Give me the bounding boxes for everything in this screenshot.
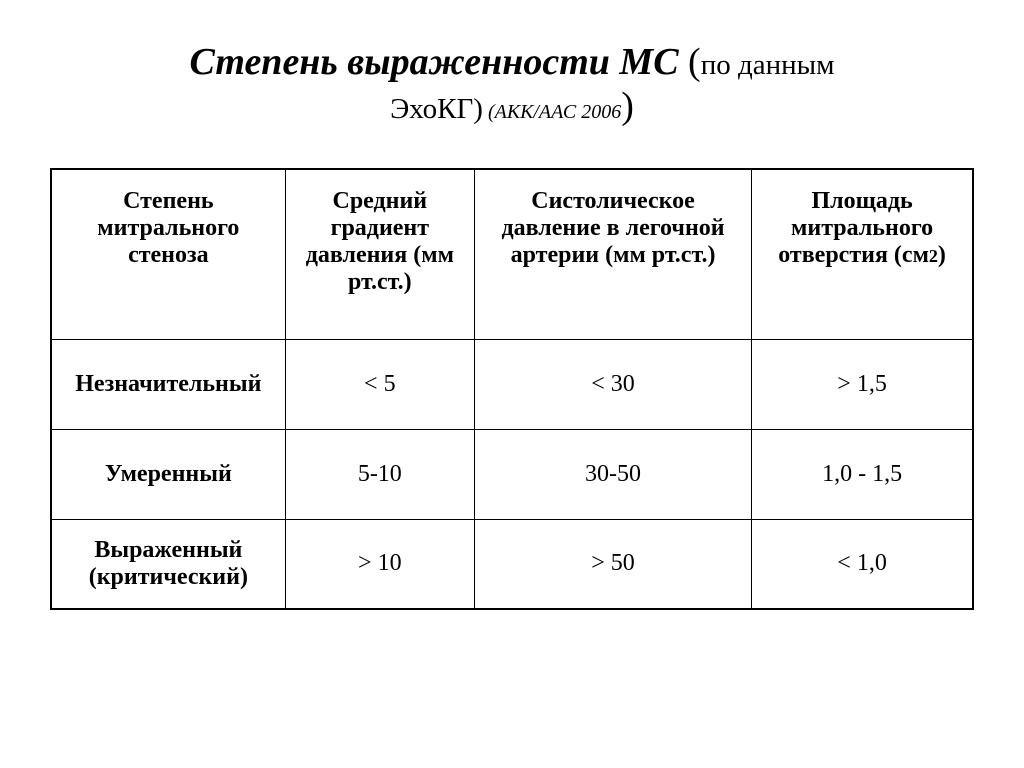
title-main: Степень выраженности МС <box>190 41 679 83</box>
title-paren-open: ( <box>679 41 701 83</box>
title-sub1a: по данным <box>701 49 835 81</box>
cell-pressure: 30-50 <box>474 429 751 519</box>
row-label: Выраженный (критический) <box>51 519 285 609</box>
page-title: Степень выраженности МС (по данным ЭхоКГ… <box>50 40 974 128</box>
cell-pressure: < 30 <box>474 339 751 429</box>
cell-pressure: > 50 <box>474 519 751 609</box>
header-pressure: Систолическое давление в легочной артери… <box>474 169 751 339</box>
cell-area: < 1,0 <box>752 519 973 609</box>
severity-table: Степень митрального стеноза Средний град… <box>50 168 974 610</box>
cell-area: > 1,5 <box>752 339 973 429</box>
cell-area: 1,0 - 1,5 <box>752 429 973 519</box>
title-sub1b: ЭхоКГ) <box>390 93 483 125</box>
header-area-sub: 2 <box>929 246 938 266</box>
header-area-text-a: Площадь митрального отверстия (см <box>778 188 933 268</box>
row-label: Незначительный <box>51 339 285 429</box>
table-row: Незначительный < 5 < 30 > 1,5 <box>51 339 973 429</box>
table-row: Выраженный (критический) > 10 > 50 < 1,0 <box>51 519 973 609</box>
title-paren-close: ) <box>621 85 634 127</box>
cell-gradient: < 5 <box>285 339 474 429</box>
header-gradient: Средний градиент давления (мм рт.ст.) <box>285 169 474 339</box>
cell-gradient: > 10 <box>285 519 474 609</box>
header-area-text-c: ) <box>938 242 946 268</box>
title-sub2: (АКК/ААС 2006 <box>483 101 621 123</box>
header-area: Площадь митрального отверстия (см2) <box>752 169 973 339</box>
table-row: Умеренный 5-10 30-50 1,0 - 1,5 <box>51 429 973 519</box>
row-label: Умеренный <box>51 429 285 519</box>
header-degree: Степень митрального стеноза <box>51 169 285 339</box>
cell-gradient: 5-10 <box>285 429 474 519</box>
table-header-row: Степень митрального стеноза Средний град… <box>51 169 973 339</box>
